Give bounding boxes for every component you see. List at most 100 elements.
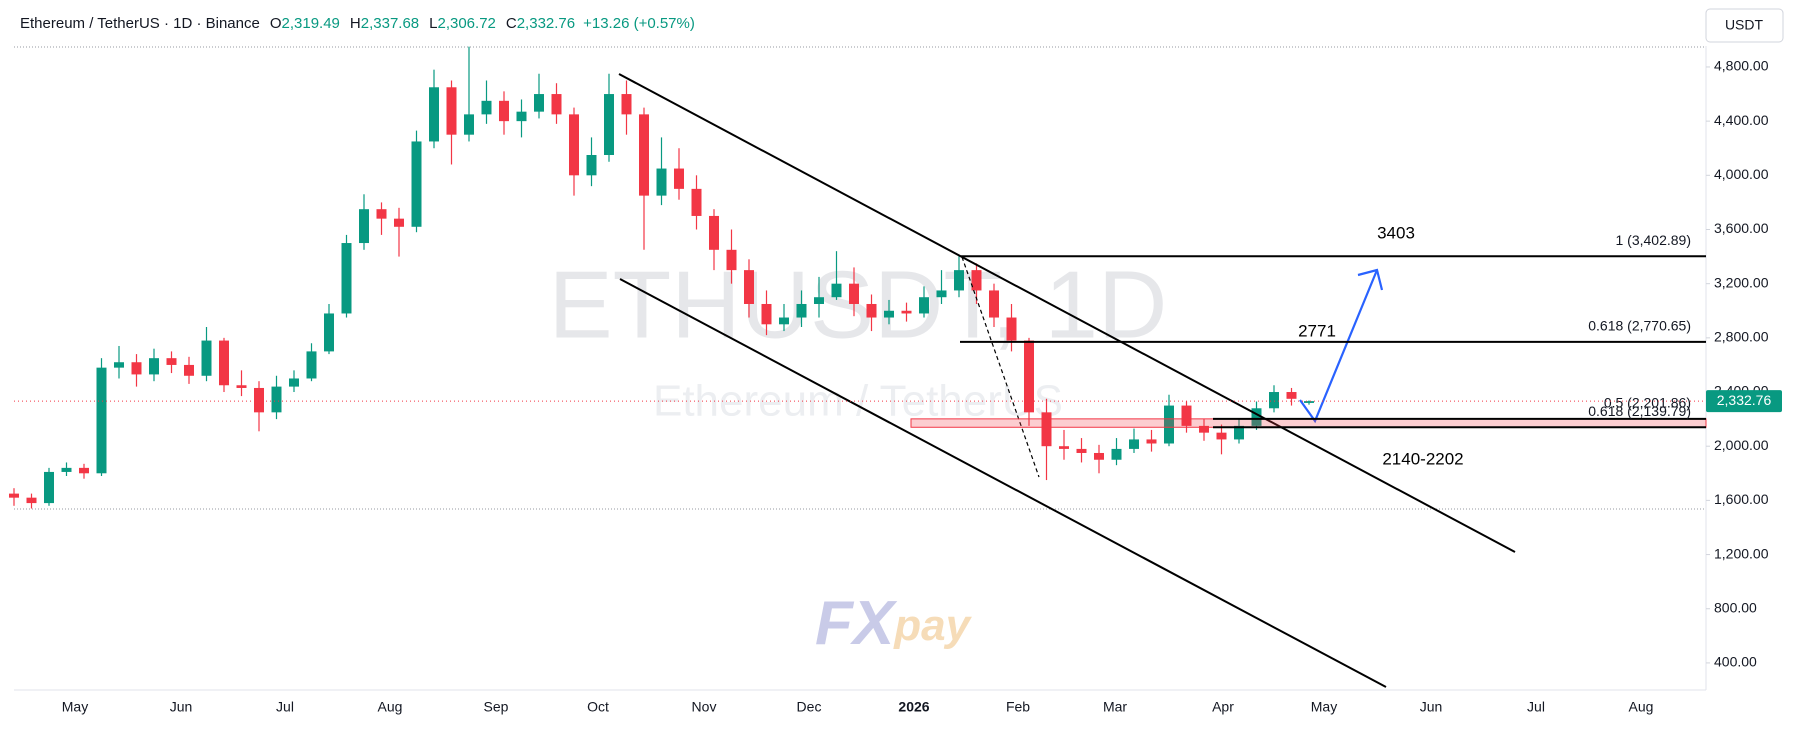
x-tick-label: Jun bbox=[1420, 699, 1443, 715]
ohlc-key: L bbox=[429, 15, 437, 32]
candle-body bbox=[796, 303, 807, 318]
candle-body bbox=[831, 283, 842, 298]
y-tick-label: 4,400.00 bbox=[1714, 112, 1769, 128]
candle-body bbox=[639, 114, 649, 196]
candle-body bbox=[849, 283, 859, 304]
y-tick-label: 2,800.00 bbox=[1714, 329, 1769, 345]
candle-body bbox=[411, 141, 422, 227]
candle-body bbox=[761, 303, 772, 325]
y-tick-label: 400.00 bbox=[1714, 654, 1757, 670]
candle-body bbox=[691, 188, 702, 216]
candle-body bbox=[306, 351, 317, 379]
candle-body bbox=[1286, 392, 1297, 399]
annotation: 2771 bbox=[1298, 321, 1336, 340]
candle-body bbox=[324, 313, 334, 352]
fib-label: 0.618 (2,770.65) bbox=[1588, 318, 1691, 334]
candle-body bbox=[866, 303, 877, 318]
candle-body bbox=[1216, 432, 1227, 440]
candle-body bbox=[1024, 340, 1034, 413]
channel-lower bbox=[619, 278, 1387, 688]
candle-body bbox=[779, 317, 789, 325]
candle-body bbox=[1164, 405, 1174, 444]
watermark-symbol: ETHUSDT, 1D bbox=[549, 251, 1168, 358]
candle-body bbox=[376, 209, 387, 219]
y-tick-label: 2,000.00 bbox=[1714, 437, 1769, 453]
x-tick-label: Mar bbox=[1103, 699, 1127, 715]
y-tick-label: 800.00 bbox=[1714, 599, 1757, 615]
x-tick-label: Oct bbox=[587, 699, 609, 715]
candle-body bbox=[149, 358, 159, 375]
candle-body bbox=[446, 87, 457, 135]
candle-body bbox=[814, 297, 824, 304]
logo-fx: FX bbox=[815, 589, 898, 658]
candle-body bbox=[1146, 439, 1157, 444]
annotation: 3403 bbox=[1377, 223, 1415, 242]
candle-body bbox=[586, 155, 597, 176]
candle-body bbox=[744, 270, 754, 304]
logo-pay: pay bbox=[893, 601, 972, 650]
dashed-leg bbox=[961, 256, 1040, 478]
fib-label: 0.5 (2,201.86) bbox=[1604, 395, 1691, 411]
x-tick-label: May bbox=[62, 699, 88, 715]
candle-body bbox=[1269, 392, 1279, 409]
candle-body bbox=[201, 340, 212, 376]
candle-body bbox=[289, 378, 299, 387]
candle-body bbox=[534, 94, 544, 112]
candle-body bbox=[1304, 401, 1314, 403]
x-tick-label: May bbox=[1311, 699, 1337, 715]
x-tick-label: Feb bbox=[1006, 699, 1030, 715]
candle-body bbox=[1006, 317, 1017, 341]
candle-body bbox=[621, 94, 632, 115]
candle-body bbox=[604, 94, 614, 155]
candle-body bbox=[954, 270, 964, 291]
candle-body bbox=[919, 297, 929, 314]
y-tick-label: 1,200.00 bbox=[1714, 545, 1769, 561]
x-tick-label: Sep bbox=[484, 699, 509, 715]
y-tick-label: 4,800.00 bbox=[1714, 58, 1769, 74]
candle-body bbox=[481, 100, 492, 115]
candle-body bbox=[656, 168, 667, 196]
candle-body bbox=[341, 243, 352, 314]
candle-body bbox=[236, 385, 247, 388]
candle-body bbox=[1129, 439, 1139, 449]
candle-body bbox=[1181, 405, 1192, 426]
candle-body bbox=[79, 467, 89, 474]
currency-label[interactable]: USDT bbox=[1725, 17, 1764, 33]
candle-body bbox=[464, 114, 474, 135]
candle-body bbox=[61, 467, 72, 472]
candle-body bbox=[359, 209, 369, 244]
channel-upper bbox=[618, 73, 1516, 553]
y-tick-label: 3,600.00 bbox=[1714, 220, 1769, 236]
candle-body bbox=[96, 367, 107, 474]
candle-body bbox=[9, 493, 19, 498]
fib-label: 1 (3,402.89) bbox=[1616, 232, 1692, 248]
candle-body bbox=[44, 471, 54, 504]
candle-body bbox=[1059, 446, 1069, 449]
ohlc-key: H bbox=[350, 15, 361, 32]
support-zone bbox=[910, 418, 1707, 428]
candle-body bbox=[989, 290, 999, 318]
candle-body bbox=[1094, 452, 1104, 460]
y-tick-label: 3,200.00 bbox=[1714, 274, 1769, 290]
candle-body bbox=[26, 497, 37, 504]
symbol: Ethereum / TetherUS · 1D · Binance bbox=[20, 15, 260, 32]
last-price-tag bbox=[1706, 390, 1782, 413]
currency-button[interactable] bbox=[1705, 8, 1784, 43]
ohlc-key: O bbox=[270, 15, 282, 32]
candle-body bbox=[936, 290, 947, 298]
y-tick-label: 4,000.00 bbox=[1714, 166, 1769, 182]
candle-body bbox=[1076, 448, 1087, 453]
candle-body bbox=[499, 100, 509, 122]
candle-body bbox=[674, 168, 684, 189]
projection-arrow bbox=[1299, 269, 1379, 424]
candle-body bbox=[709, 215, 719, 250]
arrow-head bbox=[1357, 268, 1384, 291]
candle-body bbox=[901, 310, 912, 314]
fib-label: 0.618 (2,139.79) bbox=[1588, 403, 1691, 419]
x-tick-label: Jul bbox=[276, 699, 294, 715]
axes: 400.00800.001,200.001,600.002,000.002,40… bbox=[14, 58, 1782, 715]
ohlc-value: 2,337.68 bbox=[361, 15, 419, 32]
